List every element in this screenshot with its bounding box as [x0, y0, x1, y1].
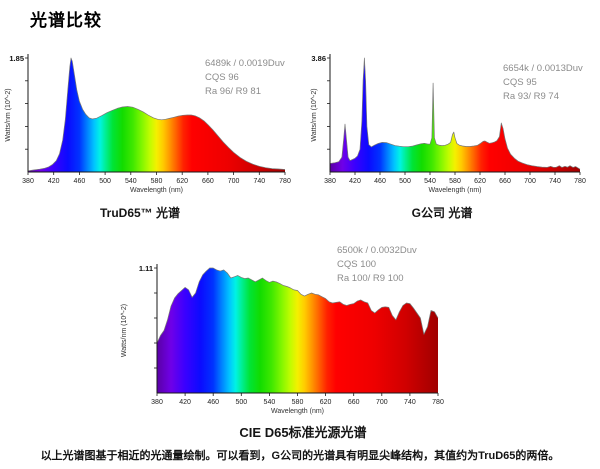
spectrum-outline — [156, 267, 439, 344]
x-axis-label: Wavelength (nm) — [271, 408, 324, 415]
page-title: 光谱比较 — [30, 11, 102, 30]
spectrum-area — [28, 58, 285, 172]
x-tick-label: 460 — [74, 178, 86, 185]
x-tick-label: 620 — [176, 178, 188, 185]
annotation-cct-duv: 6489k / 0.0019Duv — [205, 58, 285, 69]
x-tick-label: 580 — [151, 178, 163, 185]
x-tick-label: 580 — [449, 178, 461, 185]
x-tick-label: 740 — [253, 178, 265, 185]
x-tick-label: 420 — [179, 399, 191, 406]
x-tick-label: 500 — [399, 178, 411, 185]
x-tick-label: 540 — [125, 178, 137, 185]
spectrum-area — [157, 268, 438, 393]
y-max-label: 1.85 — [9, 54, 24, 63]
x-tick-label: 780 — [574, 178, 586, 185]
x-tick-label: 420 — [48, 178, 60, 185]
x-tick-label: 740 — [404, 399, 416, 406]
trud65-annotation: 6489k / 0.0019Duv CQS 96 Ra 96/ R9 81 — [205, 57, 285, 99]
x-tick-label: 500 — [235, 399, 247, 406]
y-max-label: 1.11 — [139, 264, 153, 273]
x-tick-label: 700 — [228, 178, 240, 185]
x-tick-label: 500 — [99, 178, 111, 185]
annotation-cct-duv: 6500k / 0.0032Duv — [337, 245, 417, 256]
annotation-cqs: CQS 95 — [503, 77, 537, 88]
x-tick-label: 380 — [22, 178, 34, 185]
x-tick-label: 780 — [279, 178, 291, 185]
annotation-cqs: CQS 100 — [337, 259, 377, 270]
x-tick-label: 660 — [202, 178, 214, 185]
trud65-spectrum-chart: 1.85 380 420 460 500 540 580 620 660 700 740 780 Wav… — [0, 44, 300, 202]
annotation-ra-r9: Ra 96/ R9 81 — [205, 86, 261, 97]
annotation-cqs: CQS 96 — [205, 72, 239, 83]
annotation-cct-duv: 6654k / 0.0013Duv — [503, 63, 583, 74]
gcompany-spectrum-chart: 3.86 380 420 460 500 540 580 620 660 700 740 780 Wav… — [298, 44, 598, 202]
x-axis-label: Wavelength (nm) — [130, 187, 183, 194]
cied65-spectrum-chart: 1.11 380 420 460 500 540 580 620 660 700 740 780 Wav… — [105, 242, 495, 427]
x-tick-label: 700 — [524, 178, 536, 185]
cied65-spectrum-svg: 1.11 380 420 460 500 540 580 620 660 700 740 780 Wav… — [121, 264, 444, 415]
x-tick-label: 460 — [374, 178, 386, 185]
x-tick-label: 540 — [264, 399, 276, 406]
y-axis-label: Watts/nm (10^-2) — [311, 88, 318, 141]
spectrum-outline — [329, 57, 581, 170]
annotation-ra-r9: Ra 93/ R9 74 — [503, 91, 559, 102]
gcompany-chart-title: G公司 光谱 — [411, 206, 473, 220]
x-tick-label: 780 — [432, 399, 444, 406]
x-tick-label: 660 — [348, 399, 360, 406]
y-axis-label: Watts/nm (10^-2) — [121, 304, 128, 357]
x-tick-label: 620 — [474, 178, 486, 185]
y-axis-label: Watts/nm (10^-2) — [5, 88, 12, 141]
x-tick-label: 540 — [424, 178, 436, 185]
spectrum-area — [330, 58, 580, 172]
gcompany-annotation: 6654k / 0.0013Duv CQS 95 Ra 93/ R9 74 — [503, 62, 583, 104]
x-tick-label: 380 — [324, 178, 336, 185]
y-max-label: 3.86 — [311, 54, 326, 63]
cied65-chart-title: CIE D65标准光源光谱 — [239, 425, 367, 440]
spectrum-outline — [27, 57, 286, 172]
x-tick-label: 740 — [549, 178, 561, 185]
x-tick-label: 700 — [376, 399, 388, 406]
gcompany-spectrum-svg: 3.86 380 420 460 500 540 580 620 660 700 740 780 Wav… — [311, 54, 586, 194]
x-tick-label: 660 — [499, 178, 511, 185]
trud65-spectrum-svg: 1.85 380 420 460 500 540 580 620 660 700 740 780 Wav… — [5, 54, 291, 194]
annotation-ra-r9: Ra 100/ R9 100 — [337, 273, 404, 284]
x-tick-label: 460 — [207, 399, 219, 406]
x-tick-label: 380 — [151, 399, 163, 406]
figure-caption: 以上光谱图基于相近的光通量绘制。可以看到，G公司的光谱具有明显尖峰结构，其值约为… — [40, 450, 560, 462]
x-tick-label: 620 — [320, 399, 332, 406]
cied65-annotation: 6500k / 0.0032Duv CQS 100 Ra 100/ R9 100 — [337, 244, 417, 286]
x-tick-label: 580 — [292, 399, 304, 406]
x-axis-label: Wavelength (nm) — [428, 187, 481, 194]
trud65-chart-title: TruD65™ 光谱 — [99, 206, 181, 220]
x-tick-label: 420 — [349, 178, 361, 185]
